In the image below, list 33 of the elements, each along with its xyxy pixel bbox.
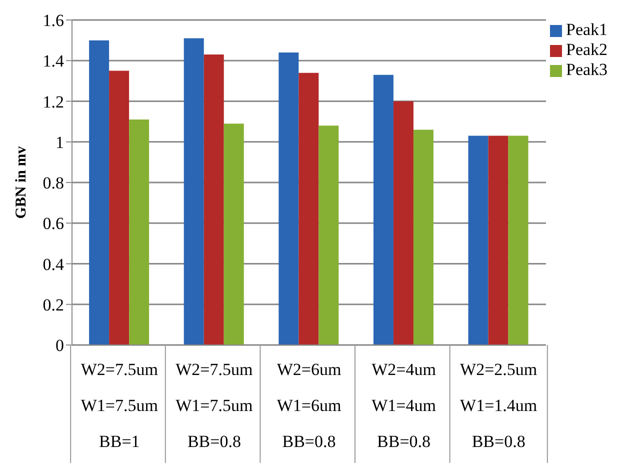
x-tick-label: W2=2.5um W1=1.4um BB=0.8	[460, 360, 538, 451]
y-tick-label: 1	[56, 132, 64, 152]
y-tick-label: 0.8	[42, 174, 64, 193]
y-tick-label: 1.6	[42, 11, 64, 30]
bar	[373, 74, 394, 345]
bar	[184, 38, 204, 345]
x-tick-label: W2=6um W1=6um BB=0.8	[276, 360, 342, 451]
bar	[468, 136, 488, 345]
bar	[109, 70, 130, 345]
y-tick-label: 0.2	[42, 295, 64, 314]
legend-label: Peak3	[566, 60, 608, 79]
bar	[89, 40, 110, 345]
x-tick-label: W2=4um W1=4um BB=0.8	[372, 360, 436, 451]
y-tick-label: 1.4	[42, 52, 64, 71]
bar	[298, 72, 319, 345]
y-tick-label: 1.2	[42, 92, 64, 112]
legend-label: Peak2	[566, 40, 608, 59]
bar	[129, 120, 150, 345]
bar	[224, 124, 244, 345]
bar	[393, 101, 414, 345]
bar	[413, 130, 434, 345]
y-tick-label: 0.6	[42, 214, 64, 234]
x-tick-label: W2=7.5um W1=7.5um BB=1	[80, 360, 158, 451]
x-tick-label: W2=7.5um W1=7.5um BB=0.8	[176, 360, 253, 451]
bar	[488, 136, 508, 345]
y-tick-label: 0	[56, 336, 64, 356]
y-axis-title: GBN in mv	[13, 146, 30, 219]
bar	[204, 54, 224, 345]
bar	[508, 136, 528, 345]
bar	[318, 126, 339, 345]
legend-label: Peak1	[566, 20, 608, 39]
bar	[278, 52, 299, 345]
y-tick-label: 0.4	[42, 254, 64, 274]
